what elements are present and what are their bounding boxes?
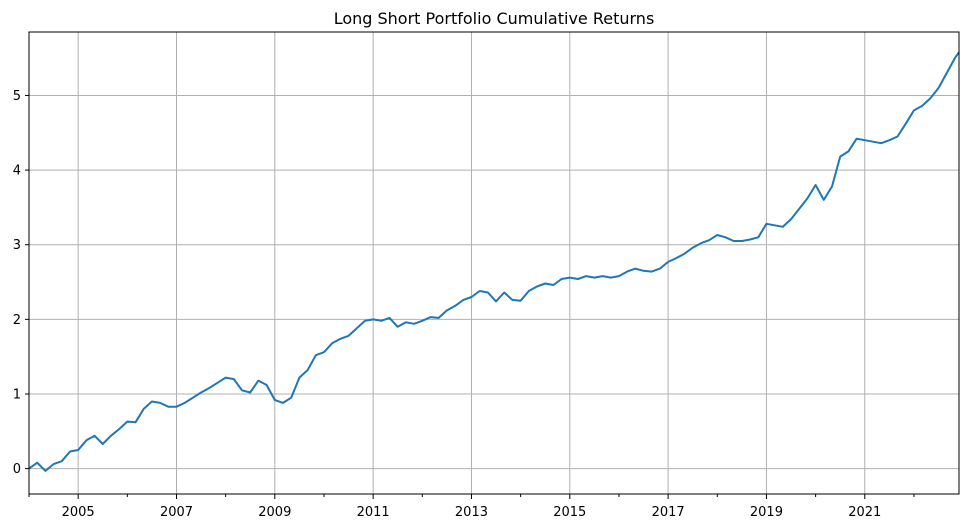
y-tick-label: 4 (13, 164, 21, 179)
y-tick-label: 5 (13, 89, 21, 104)
x-tick-label: 2009 (258, 505, 291, 520)
grid (29, 32, 959, 494)
x-tick-label: 2013 (455, 505, 488, 520)
x-tick-label: 2011 (357, 505, 390, 520)
x-tick-label: 2021 (848, 505, 881, 520)
chart-title: Long Short Portfolio Cumulative Returns (334, 9, 655, 28)
axes-frame (28, 31, 960, 495)
x-tick-label: 2007 (160, 505, 193, 520)
ticks (25, 94, 915, 499)
x-tick-label: 2017 (652, 505, 685, 520)
y-tick-label: 1 (13, 387, 21, 402)
x-tick-label: 2015 (553, 505, 586, 520)
y-tick-label: 0 (13, 462, 21, 477)
x-tick-label: 2005 (62, 505, 95, 520)
x-tick-label: 2019 (750, 505, 783, 520)
tick-labels: 0 1 2 3 4 5 2005 2007 2009 2011 2013 2015 2017 2019 20… (13, 89, 882, 520)
y-tick-label: 3 (13, 238, 21, 253)
series-line (28, 51, 960, 472)
plot-area (28, 51, 960, 472)
y-tick-label: 2 (13, 313, 21, 328)
